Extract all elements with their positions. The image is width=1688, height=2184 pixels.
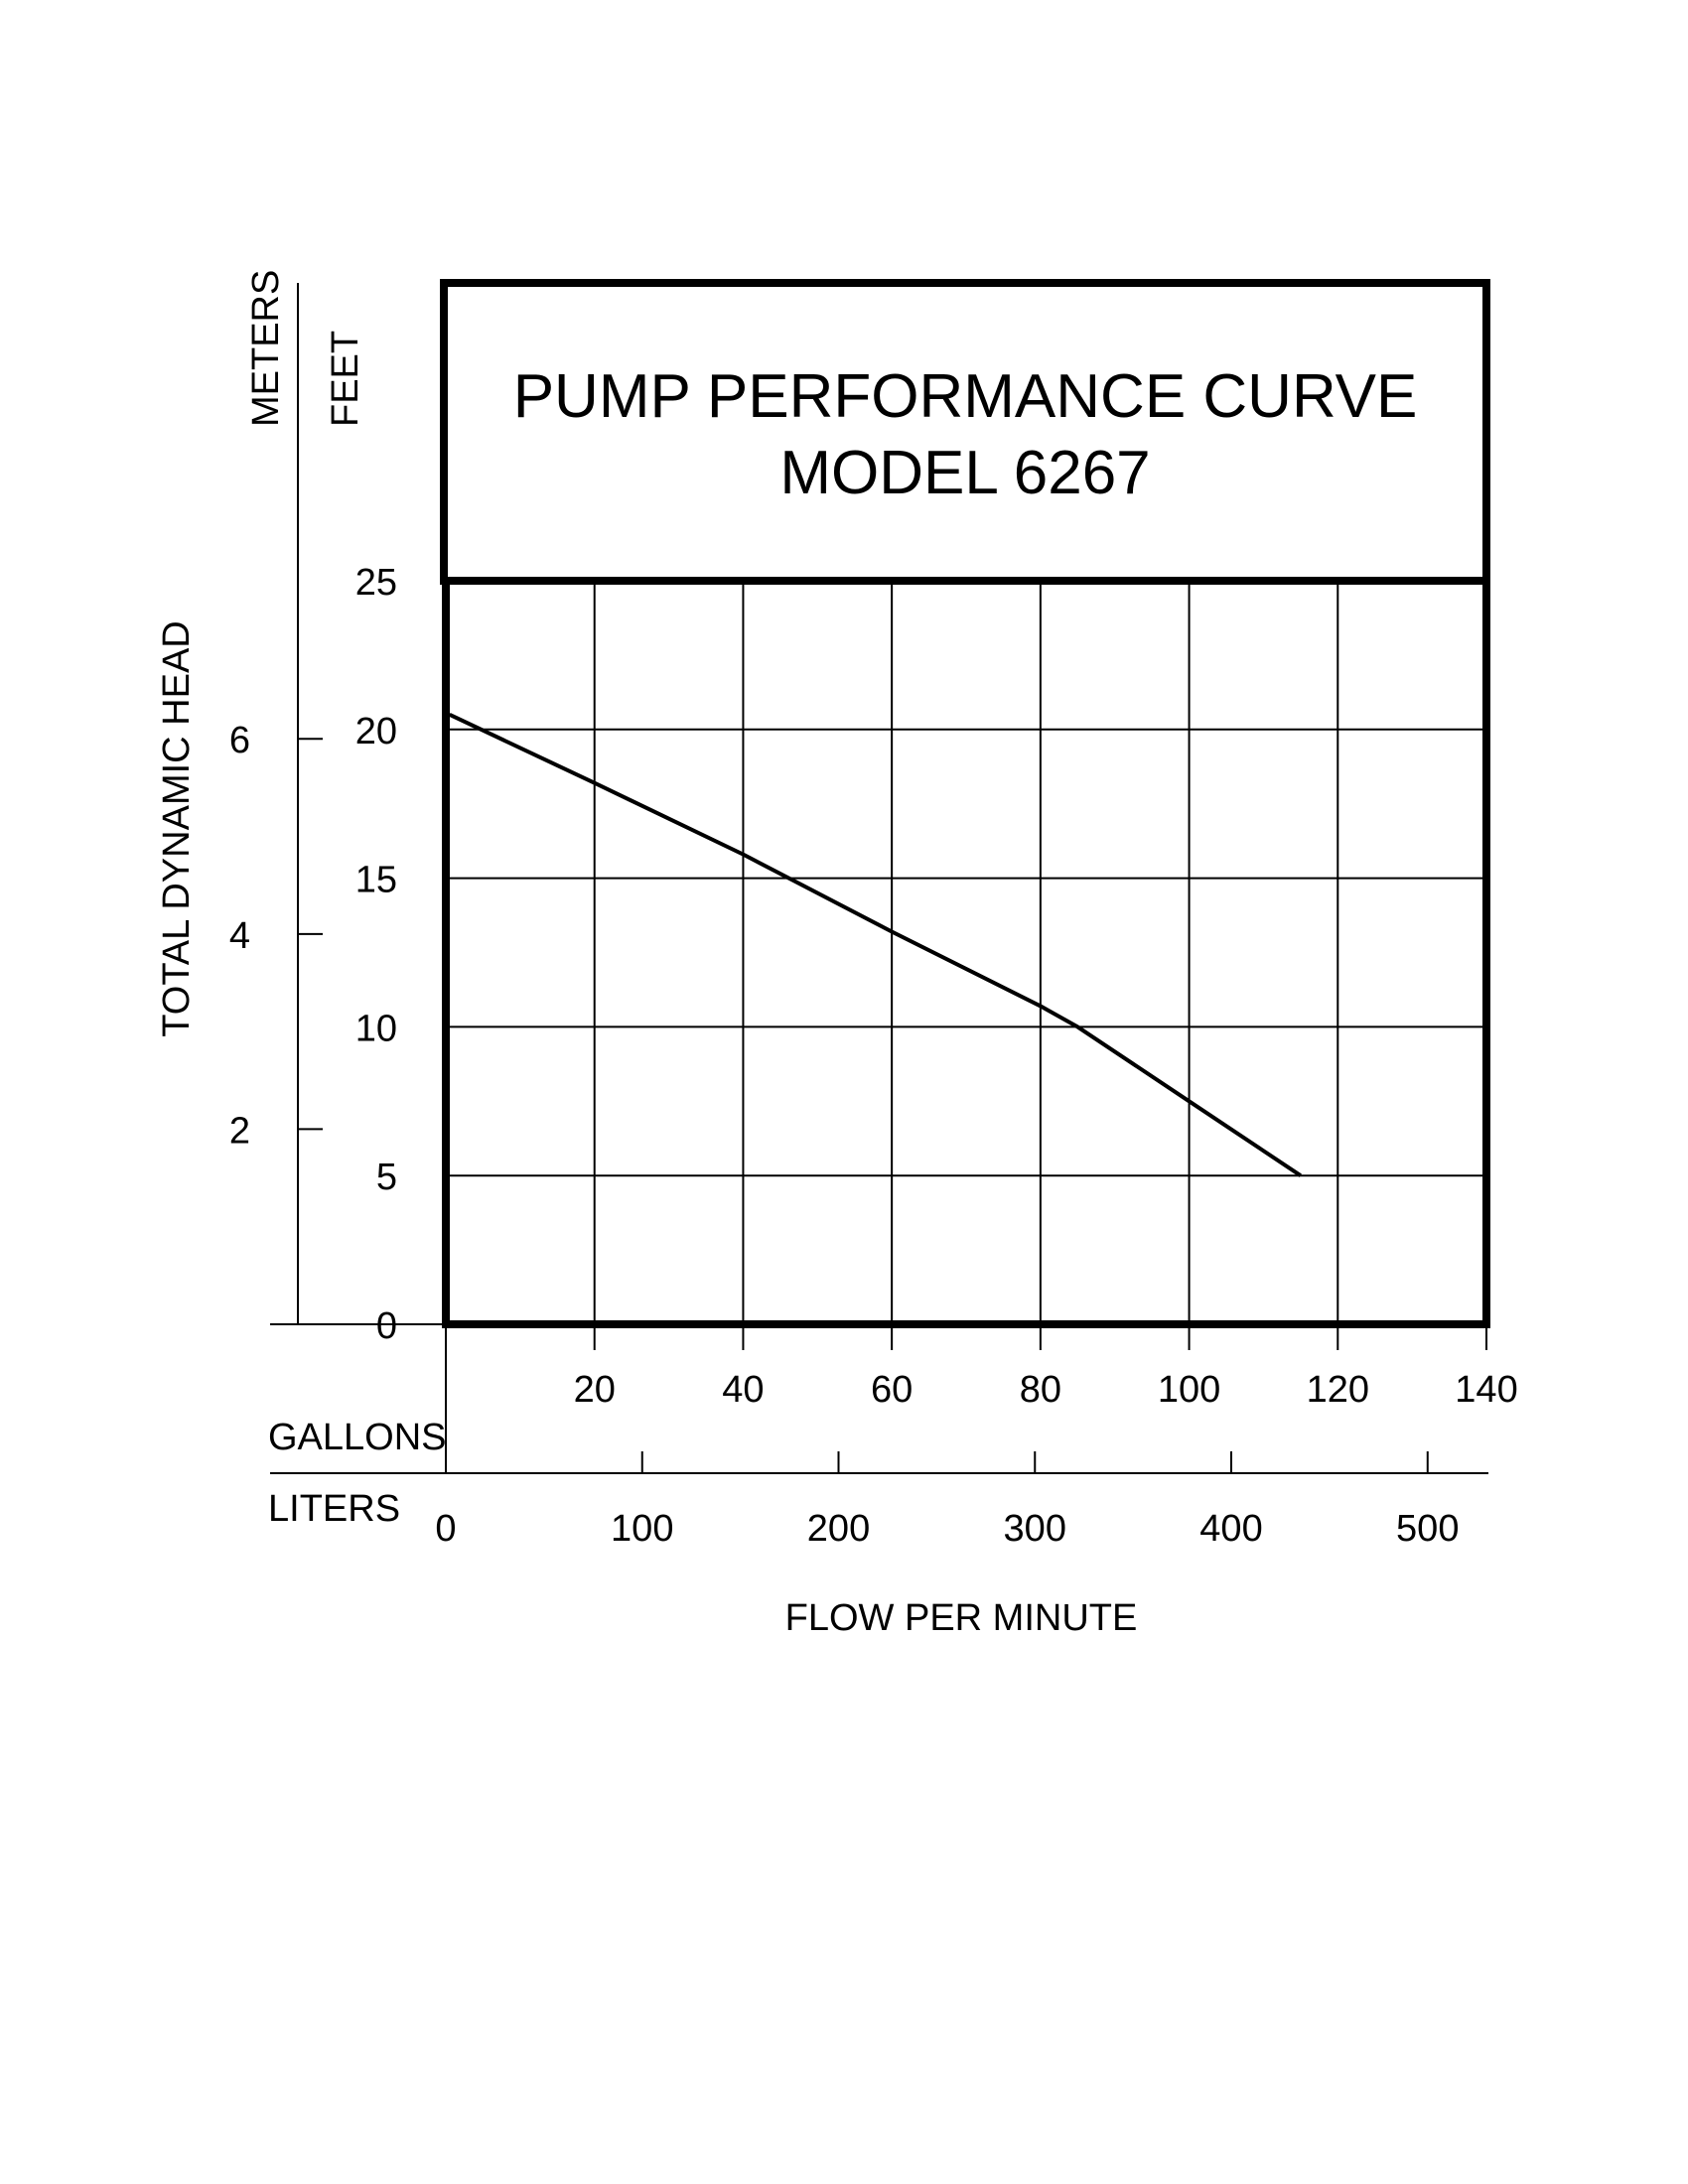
gallons-tick-label: 140 xyxy=(1455,1369,1517,1411)
x-axis-title: FLOW PER MINUTE xyxy=(785,1597,1138,1639)
liters-tick-label: 300 xyxy=(1004,1508,1066,1550)
liters-tick-label: 500 xyxy=(1396,1508,1459,1550)
meters-axis-ticks: 2 4 6 xyxy=(229,720,323,1325)
liters-tick-label: 100 xyxy=(611,1508,673,1550)
gallons-tick-label: 100 xyxy=(1158,1369,1220,1411)
meters-unit-label: METERS xyxy=(245,270,287,427)
feet-unit-label: FEET xyxy=(325,331,366,427)
y-tick-label: 10 xyxy=(355,1008,397,1049)
feet-axis-ticks: 0 5 10 15 20 25 xyxy=(355,562,397,1347)
y-tick-label: 25 xyxy=(355,562,397,604)
series-layer xyxy=(448,713,1302,1177)
meters-tick-label: 6 xyxy=(229,720,250,761)
liters-axis-ticks: 0 100 200 300 400 500 xyxy=(435,1451,1459,1550)
chart-subtitle: MODEL 6267 xyxy=(779,439,1150,507)
gallons-unit-label: GALLONS xyxy=(268,1417,447,1458)
grid-lines xyxy=(446,581,1486,1324)
gallons-tick-label: 120 xyxy=(1307,1369,1369,1411)
y-tick-label: 5 xyxy=(376,1157,397,1198)
series-line xyxy=(448,713,1302,1177)
gallons-tick-label: 40 xyxy=(722,1369,764,1411)
y-tick-label: 20 xyxy=(355,711,397,752)
gallons-tick-label: 20 xyxy=(574,1369,616,1411)
gallons-axis-ticks: 20 40 60 80 100 120 140 xyxy=(574,1324,1518,1411)
y-tick-label: 0 xyxy=(376,1305,397,1347)
gallons-tick-label: 60 xyxy=(871,1369,913,1411)
title-box-frame xyxy=(440,279,1490,585)
meters-tick-label: 4 xyxy=(229,915,250,957)
chart-title: PUMP PERFORMANCE CURVE xyxy=(513,362,1418,431)
title-box: PUMP PERFORMANCE CURVE MODEL 6267 xyxy=(440,279,1490,585)
liters-tick-label: 400 xyxy=(1199,1508,1262,1550)
y-axis-title: TOTAL DYNAMIC HEAD xyxy=(156,620,198,1036)
meters-tick-label: 2 xyxy=(229,1110,250,1152)
liters-tick-label: 200 xyxy=(807,1508,870,1550)
gallons-tick-label: 80 xyxy=(1020,1369,1061,1411)
plot-frame xyxy=(442,577,1490,1328)
liters-unit-label: LITERS xyxy=(268,1488,400,1530)
liters-tick-label: 0 xyxy=(435,1508,456,1550)
y-tick-label: 15 xyxy=(355,860,397,901)
x-axis xyxy=(270,1323,1488,1474)
